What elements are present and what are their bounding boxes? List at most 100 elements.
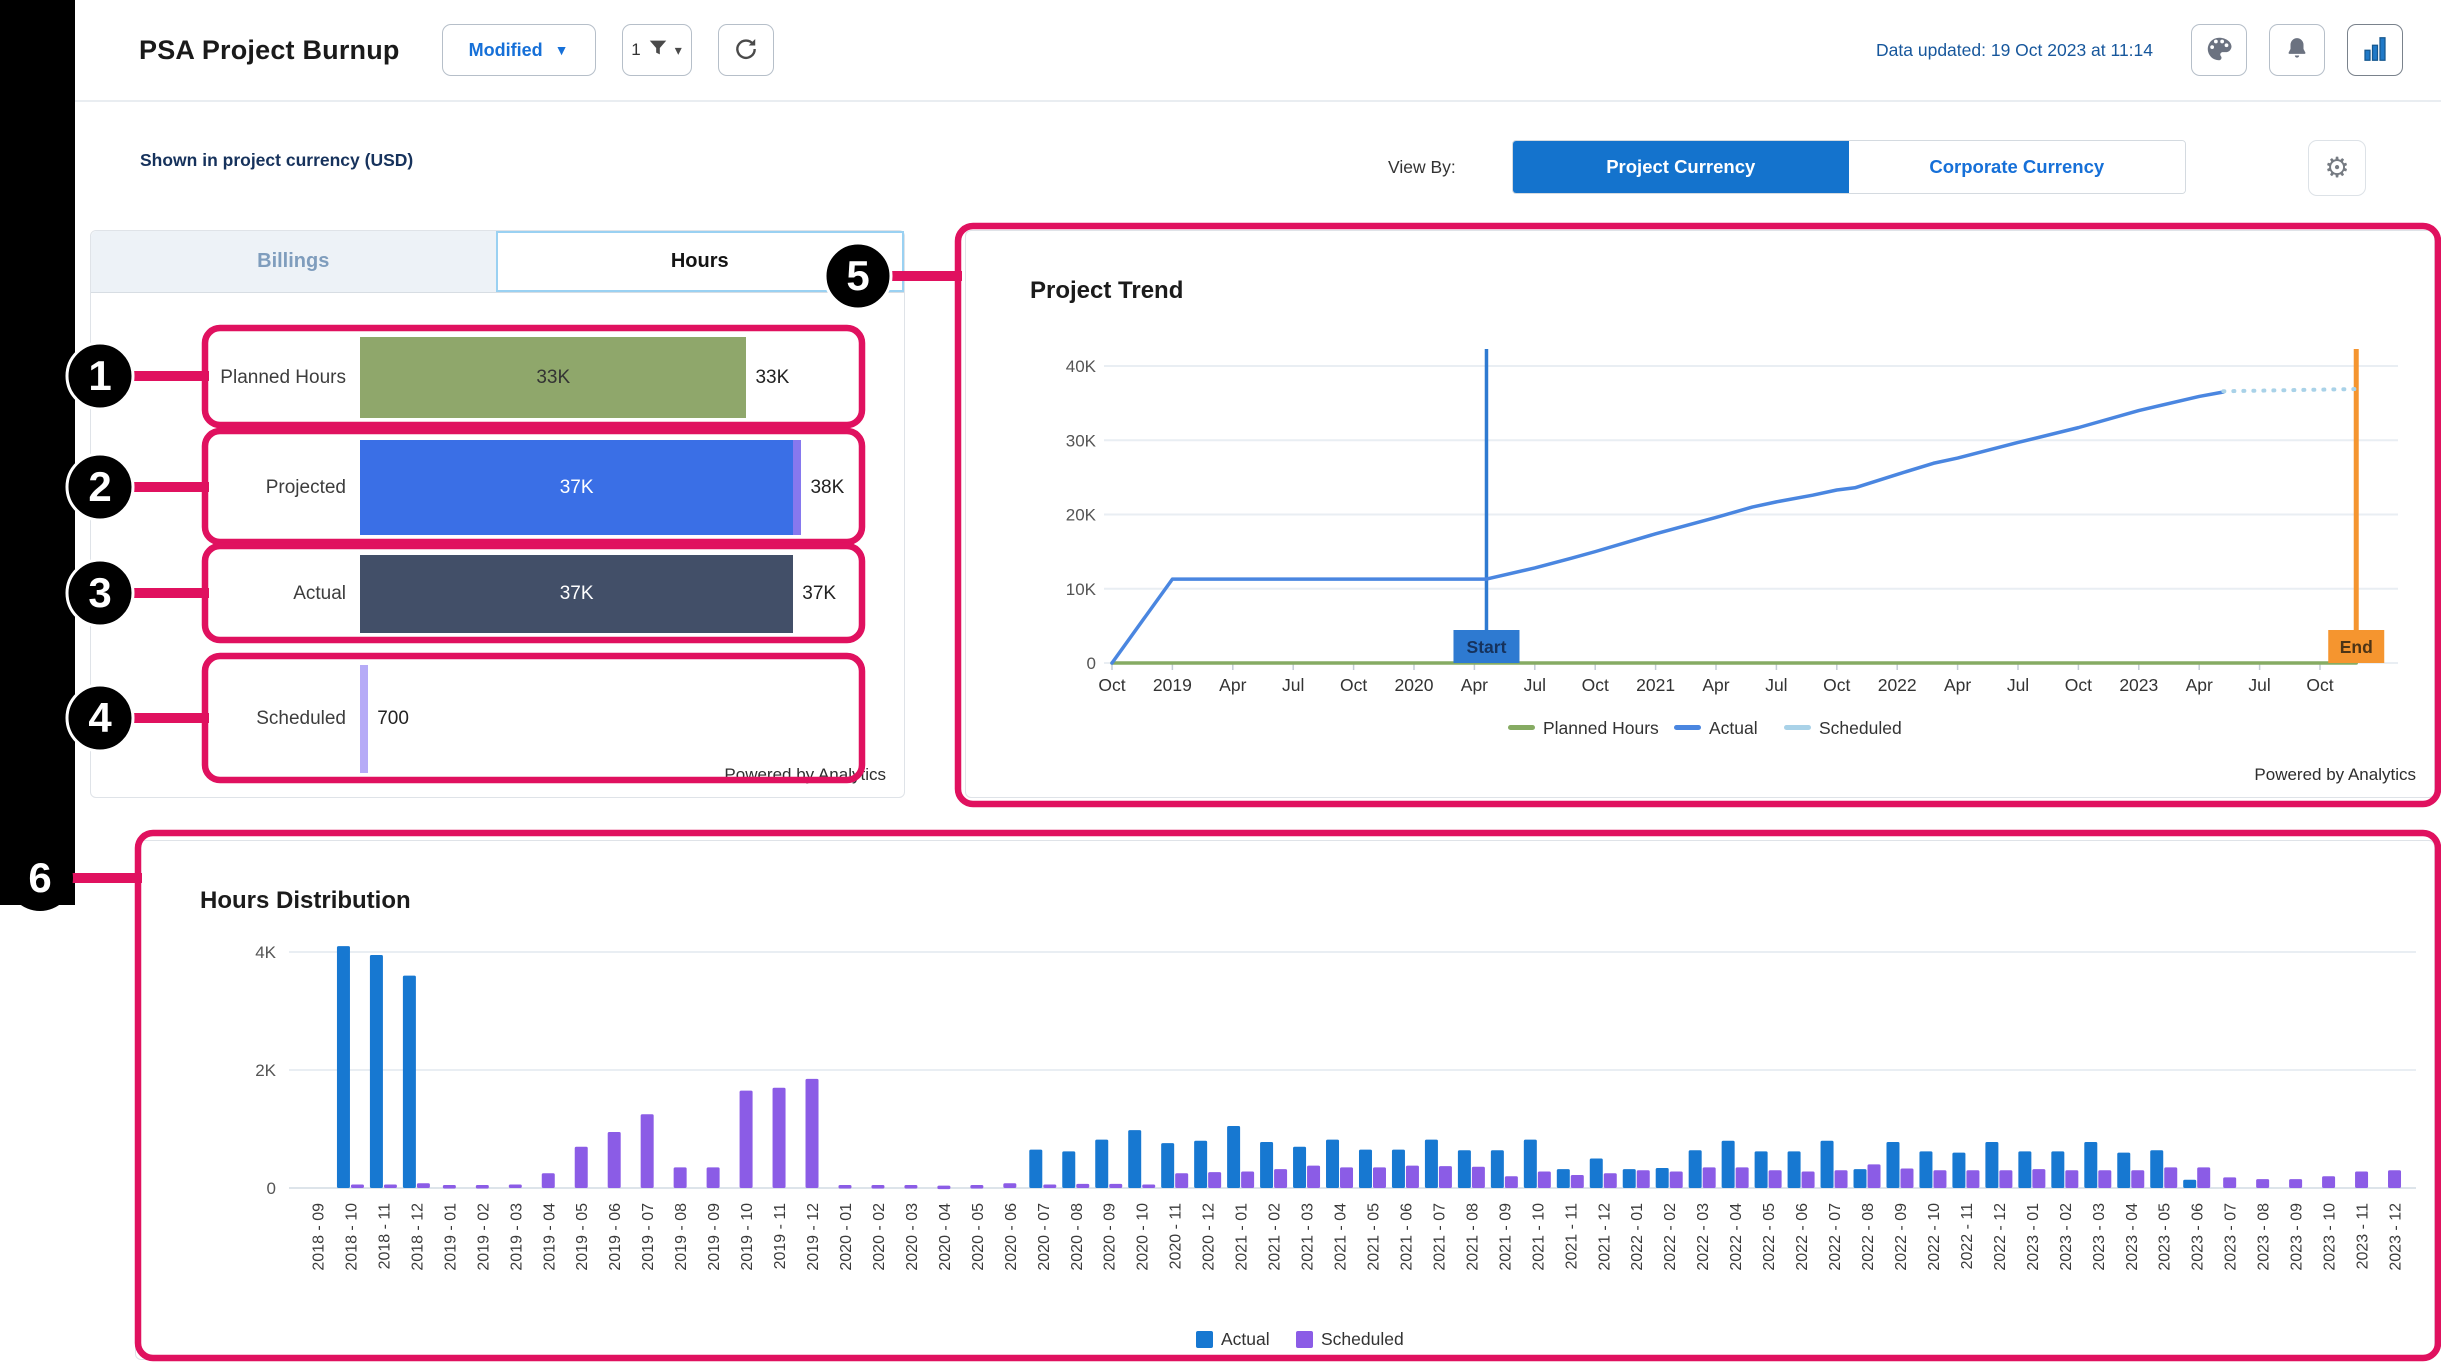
svg-text:Oct: Oct [2065,675,2092,695]
svg-text:2021 - 09: 2021 - 09 [1497,1203,1514,1271]
svg-text:Apr: Apr [1944,675,1971,695]
trend-chart: 0 10K 20K 30K 40K Oct 2019 Apr Jul Oct 2020 Apr Jul O… [1066,349,2398,738]
svg-text:2023 - 02: 2023 - 02 [2058,1203,2075,1271]
powered-by-analytics: Powered by Analytics [2254,765,2416,784]
refresh-icon [733,36,759,65]
svg-text:2021 - 06: 2021 - 06 [1398,1203,1415,1271]
metric-bar-segment[interactable]: 37K [360,440,794,535]
svg-text:2021 - 02: 2021 - 02 [1267,1203,1284,1271]
svg-text:4K: 4K [255,943,276,962]
metric-label: Scheduled [256,708,346,729]
svg-text:2023 - 12: 2023 - 12 [2388,1203,2405,1271]
currency-note: Shown in project currency (USD) [140,150,414,170]
notifications-button[interactable] [2269,24,2325,76]
svg-text:2020 - 02: 2020 - 02 [871,1203,888,1271]
svg-text:2021 - 05: 2021 - 05 [1365,1203,1382,1271]
svg-text:2019 - 07: 2019 - 07 [640,1203,657,1271]
svg-text:2019: 2019 [1153,675,1192,695]
svg-text:Jul: Jul [1524,675,1546,695]
palette-button[interactable] [2191,24,2247,76]
settings-button[interactable]: ⚙ [2308,140,2366,196]
metric-bar-segment[interactable]: 37K [360,555,794,633]
svg-text:2022 - 01: 2022 - 01 [1629,1203,1646,1271]
svg-text:Apr: Apr [2186,675,2213,695]
svg-text:2023 - 08: 2023 - 08 [2256,1203,2273,1271]
svg-text:2023 - 05: 2023 - 05 [2157,1203,2174,1271]
svg-text:10K: 10K [1066,580,1097,599]
svg-text:2021 - 11: 2021 - 11 [1563,1203,1580,1270]
svg-text:2020 - 07: 2020 - 07 [1036,1203,1053,1271]
svg-text:2021 - 08: 2021 - 08 [1464,1203,1481,1271]
tab-billings[interactable]: Billings [257,250,330,272]
svg-text:2020 - 01: 2020 - 01 [838,1203,855,1271]
modified-dropdown[interactable]: Modified ▼ [441,24,596,76]
svg-text:2023 - 10: 2023 - 10 [2322,1203,2339,1271]
svg-text:2020 - 09: 2020 - 09 [1102,1203,1119,1271]
svg-text:2023 - 03: 2023 - 03 [2091,1203,2108,1271]
svg-text:2022 - 08: 2022 - 08 [1860,1203,1877,1271]
corporate-currency-button[interactable]: Corporate Currency [1848,141,2185,193]
svg-text:0: 0 [1087,654,1096,673]
svg-text:2019 - 06: 2019 - 06 [607,1203,624,1271]
palette-icon [2204,34,2234,67]
svg-text:2023 - 06: 2023 - 06 [2190,1203,2207,1271]
svg-text:2018 - 09: 2018 - 09 [310,1203,327,1271]
svg-text:2018 - 12: 2018 - 12 [409,1203,426,1271]
gear-icon: ⚙ [2324,152,2350,183]
distribution-panel: Hours Distribution 0 2K 4K 2018 - 09 2018 - … [135,840,2435,1360]
svg-text:2022 - 11: 2022 - 11 [1959,1203,1976,1270]
project-currency-button[interactable]: Project Currency [1512,141,1849,193]
metric-bar-segment[interactable] [360,665,369,773]
metric-total: 700 [377,708,409,729]
filter-button[interactable]: 1 ▾ [621,24,692,76]
svg-text:2021 - 01: 2021 - 01 [1234,1203,1251,1271]
svg-text:2023 - 11: 2023 - 11 [2355,1203,2372,1270]
metric-bar-segment[interactable]: 33K [360,337,747,418]
chevron-down-icon: ▼ [554,42,569,58]
metric-total: 38K [810,476,845,498]
modified-label: Modified [468,39,543,60]
svg-text:2K: 2K [255,1061,276,1080]
header-divider [75,100,2441,102]
chevron-down-icon: ▾ [674,41,682,58]
svg-text:2019 - 08: 2019 - 08 [673,1203,690,1271]
metric-label: Actual [293,583,346,604]
data-updated-text: Data updated: 19 Oct 2023 at 11:14 [1876,39,2153,60]
svg-text:2019 - 11: 2019 - 11 [772,1203,789,1270]
svg-text:Apr: Apr [1702,675,1729,695]
svg-text:2021 - 03: 2021 - 03 [1300,1203,1317,1271]
metric-row-planned-hours: Planned Hours 33K 33K [206,329,863,426]
metric-label: Projected [265,476,346,498]
svg-text:Jul: Jul [1765,675,1787,695]
svg-text:2022 - 04: 2022 - 04 [1728,1203,1745,1271]
refresh-button[interactable] [717,24,774,76]
funnel-icon [647,37,669,64]
currency-toggle: Project Currency Corporate Currency [1511,140,2186,194]
chart-view-button[interactable] [2347,24,2403,76]
svg-text:Jul: Jul [2007,675,2029,695]
distribution-chart: 0 2K 4K 2018 - 09 2018 - 10 2018 - 11 2018 - 1… [255,943,2416,1349]
svg-text:2019 - 10: 2019 - 10 [739,1203,756,1271]
svg-text:Jul: Jul [1282,675,1304,695]
metric-bar-track: 33K 33K [360,329,851,426]
svg-text:2020 - 05: 2020 - 05 [970,1203,987,1271]
svg-text:2020 - 04: 2020 - 04 [937,1203,954,1271]
svg-text:2019 - 02: 2019 - 02 [475,1203,492,1271]
metric-row-actual: Actual 37K 37K [206,547,863,641]
metric-bar-segment[interactable] [793,440,802,535]
svg-text:20K: 20K [1066,506,1097,525]
svg-text:2019 - 01: 2019 - 01 [442,1203,459,1271]
tab-hours[interactable]: Hours [495,231,904,292]
svg-text:2023: 2023 [2119,675,2158,695]
metric-total: 33K [755,366,790,388]
metric-bar-track: 37K 37K [360,547,851,641]
svg-text:Scheduled: Scheduled [1321,1329,1404,1349]
svg-text:Apr: Apr [1219,675,1246,695]
metric-row-scheduled: Scheduled 700 [206,657,863,781]
svg-text:2022 - 03: 2022 - 03 [1695,1203,1712,1271]
svg-text:2019 - 03: 2019 - 03 [508,1203,525,1271]
metric-row-projected: Projected 37K 38K [206,432,863,543]
svg-text:2019 - 12: 2019 - 12 [805,1203,822,1271]
svg-text:Oct: Oct [1098,675,1125,695]
view-by-control: View By: Project Currency Corporate Curr… [1388,140,2186,194]
